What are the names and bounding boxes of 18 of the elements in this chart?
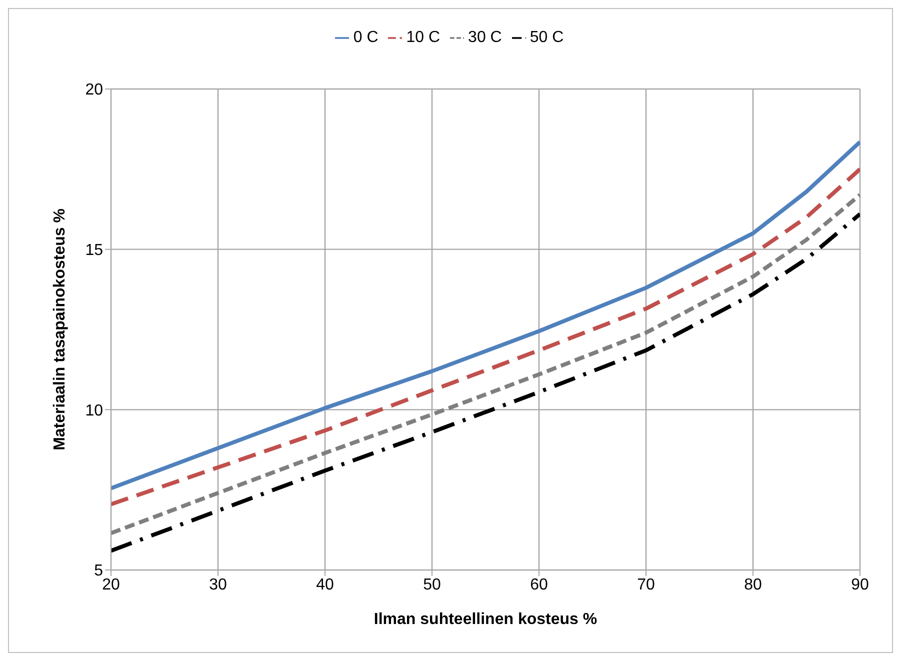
y-tick-label: 5: [94, 562, 104, 580]
x-tick-label: 70: [637, 576, 655, 594]
x-tick-label: 80: [744, 576, 762, 594]
legend-label: 50 C: [530, 29, 564, 46]
x-tick-label: 40: [316, 576, 334, 594]
legend-label: 30 C: [468, 29, 502, 46]
x-tick-label: 20: [102, 576, 120, 594]
y-tick-label: 10: [85, 402, 104, 420]
x-tick-label: 50: [423, 576, 441, 594]
x-tick-label: 30: [209, 576, 227, 594]
legend-label: 10 C: [406, 29, 440, 46]
y-tick-label: 15: [85, 242, 104, 260]
y-tick-label: 20: [85, 82, 104, 99]
x-tick-label: 60: [530, 576, 548, 594]
x-axis-title: Ilman suhteellinen kosteus %: [374, 611, 598, 628]
y-axis-title: Materiaalin tasapainokosteus %: [52, 208, 69, 450]
x-tick-label: 90: [851, 576, 869, 594]
legend-label: 0 C: [353, 29, 378, 46]
